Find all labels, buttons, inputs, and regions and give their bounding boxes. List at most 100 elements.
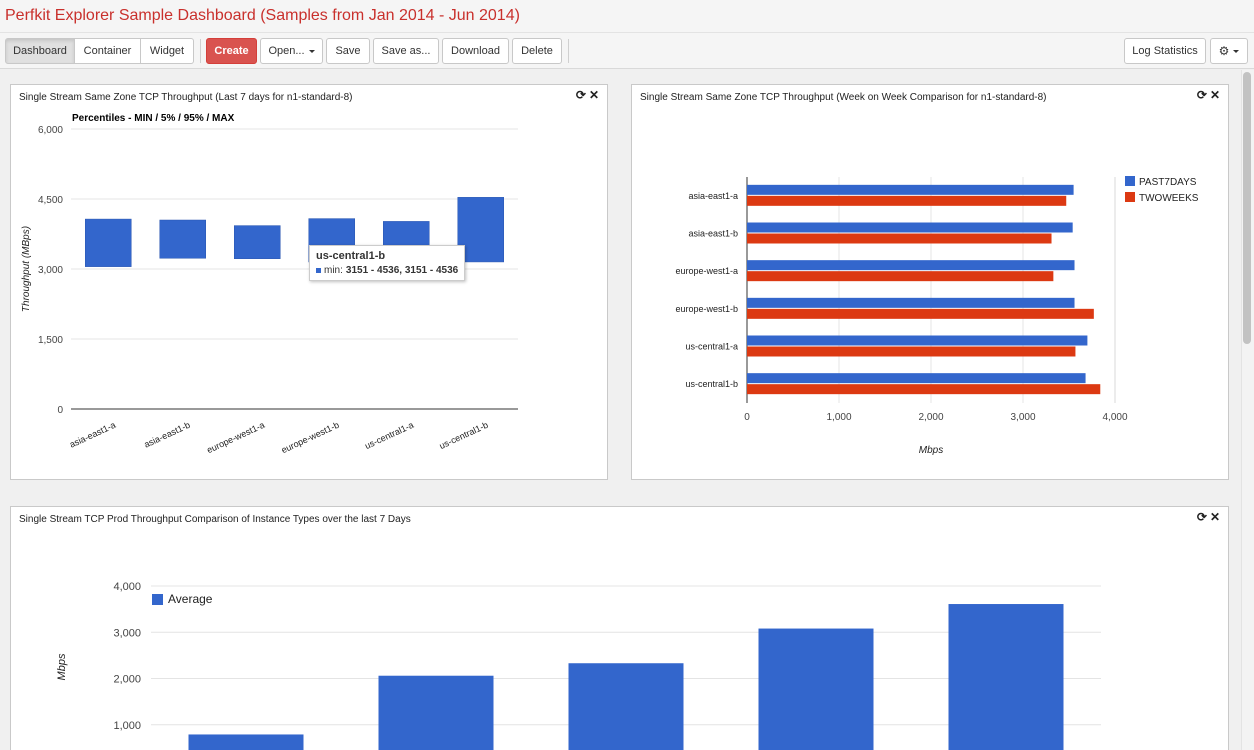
widget-instance-types[interactable]: Single Stream TCP Prod Throughput Compar… [10, 506, 1229, 750]
save-button[interactable]: Save [326, 38, 370, 64]
log-statistics-button[interactable]: Log Statistics [1124, 38, 1206, 64]
legend-label: Average [168, 592, 213, 606]
y-tick-label: europe-west1-b [675, 304, 738, 314]
bar-twoweeks [747, 346, 1076, 357]
gear-icon: ⚙ [1218, 44, 1230, 58]
bar-twoweeks [747, 233, 1052, 244]
refresh-icon[interactable]: ⟳ [575, 88, 586, 102]
widget-controls: ⟳ ✕ [1197, 89, 1220, 101]
y-tick-label: us-central1-a [685, 342, 738, 352]
bar-past7days [747, 297, 1075, 308]
x-tick-label: 0 [744, 412, 750, 423]
y-tick-label: 4,000 [113, 581, 141, 593]
toolbar: Dashboard Container Widget Create Open..… [0, 33, 1254, 69]
bar-average [188, 734, 304, 750]
bar-average [568, 663, 684, 750]
y-axis-label: Mbps [56, 653, 68, 680]
x-tick-label: asia-east1-b [142, 420, 191, 450]
x-tick-label: us-central1-a [363, 420, 415, 451]
y-tick-label: 2,000 [113, 674, 141, 686]
tooltip-label: min: [324, 265, 343, 276]
x-tick-label: europe-west1-a [205, 420, 266, 455]
container-tab-button[interactable]: Container [75, 38, 141, 64]
legend-swatch [1125, 176, 1135, 186]
toolbar-separator [568, 39, 569, 63]
y-tick-label: asia-east1-a [688, 191, 738, 201]
x-tick-label: europe-west1-b [280, 420, 341, 455]
y-tick-label: 4,500 [38, 195, 63, 206]
legend-swatch [1125, 192, 1135, 202]
widget-percentiles[interactable]: Single Stream Same Zone TCP Throughput (… [10, 84, 608, 480]
widget-title: Single Stream TCP Prod Throughput Compar… [19, 514, 411, 525]
y-tick-label: 0 [57, 405, 63, 416]
open-button-label: Open... [268, 45, 305, 57]
bar-average [758, 628, 874, 750]
widget-tab-button[interactable]: Widget [141, 38, 194, 64]
y-tick-label: asia-east1-b [688, 229, 738, 239]
bar-past7days [747, 222, 1073, 233]
download-button[interactable]: Download [442, 38, 509, 64]
candle-bar [457, 197, 504, 263]
tooltip-title: us-central1-b [316, 250, 386, 262]
y-tick-label: 6,000 [38, 125, 63, 136]
bar-average [948, 604, 1064, 750]
toolbar-separator [200, 39, 201, 63]
x-tick-label: 3,000 [1010, 412, 1035, 423]
bar-past7days [747, 335, 1088, 346]
x-tick-label: asia-east1-a [68, 420, 117, 450]
legend-label: TWOWEEKS [1139, 193, 1199, 204]
tooltip-swatch [316, 268, 321, 273]
legend-swatch [152, 594, 163, 605]
bar-average [378, 675, 494, 750]
chart-title: Percentiles - MIN / 5% / 95% / MAX [72, 113, 235, 124]
caret-down-icon [1233, 49, 1240, 53]
close-icon[interactable]: ✕ [1209, 510, 1220, 524]
settings-dropdown-button[interactable]: ⚙ [1210, 38, 1248, 64]
percentiles-chart: Percentiles - MIN / 5% / 95% / MAX 0 1,500… [21, 113, 518, 455]
x-tick-label: 2,000 [918, 412, 943, 423]
delete-button[interactable]: Delete [512, 38, 562, 64]
save-as-button[interactable]: Save as... [373, 38, 439, 64]
week-comparison-chart: 0 1,000 2,000 3,000 4,000 Mbps asia-east1-a asi… [675, 176, 1199, 456]
candle-bar [159, 219, 206, 259]
close-icon[interactable]: ✕ [588, 88, 599, 102]
bar-past7days [747, 184, 1074, 195]
x-tick-label: us-central1-b [438, 420, 490, 451]
widget-week-comparison[interactable]: Single Stream Same Zone TCP Throughput (… [631, 84, 1229, 480]
y-axis-label: Throughput (MBps) [21, 226, 32, 312]
create-button[interactable]: Create [206, 38, 257, 64]
y-tick-label: europe-west1-a [675, 266, 738, 276]
open-dropdown-button[interactable]: Open... [260, 38, 323, 64]
y-tick-label: 1,000 [113, 720, 141, 732]
bar-twoweeks [747, 384, 1101, 395]
app-title: Perfkit Explorer Sample Dashboard (Sampl… [5, 7, 520, 24]
tooltip-value: 3151 - 4536, 3151 - 4536 [345, 265, 459, 276]
legend-label: PAST7DAYS [1139, 177, 1197, 188]
dashboard-tab-button[interactable]: Dashboard [5, 38, 75, 64]
y-tick-label: 1,500 [38, 335, 63, 346]
bar-twoweeks [747, 271, 1054, 282]
close-icon[interactable]: ✕ [1209, 88, 1220, 102]
y-tick-label: 3,000 [113, 627, 141, 639]
refresh-icon[interactable]: ⟳ [1196, 88, 1207, 102]
x-tick-label: 4,000 [1102, 412, 1127, 423]
widget-title: Single Stream Same Zone TCP Throughput (… [19, 92, 353, 103]
y-tick-label: 3,000 [38, 265, 63, 276]
x-axis-label: Mbps [919, 445, 943, 456]
widget-controls: ⟳ ✕ [576, 89, 599, 101]
bar-past7days [747, 373, 1086, 384]
widget-title: Single Stream Same Zone TCP Throughput (… [640, 92, 1047, 103]
candle-bar [85, 218, 132, 267]
widget-controls: ⟳ ✕ [1197, 511, 1220, 523]
caret-down-icon [308, 49, 315, 53]
scrollbar-thumb[interactable] [1243, 72, 1251, 344]
title-bar: Perfkit Explorer Sample Dashboard (Sampl… [0, 0, 1254, 33]
tooltip-row: min: 3151 - 4536, 3151 - 4536 [316, 265, 458, 276]
y-tick-label: us-central1-b [685, 379, 738, 389]
bar-twoweeks [747, 308, 1094, 319]
chart-tooltip: us-central1-b min: 3151 - 4536, 3151 - 4… [309, 245, 466, 281]
candle-bar [234, 225, 281, 259]
bar-twoweeks [747, 195, 1067, 206]
refresh-icon[interactable]: ⟳ [1196, 510, 1207, 524]
instance-types-chart: 1,000 2,000 3,000 4,000 Mbps Average [56, 581, 1101, 750]
